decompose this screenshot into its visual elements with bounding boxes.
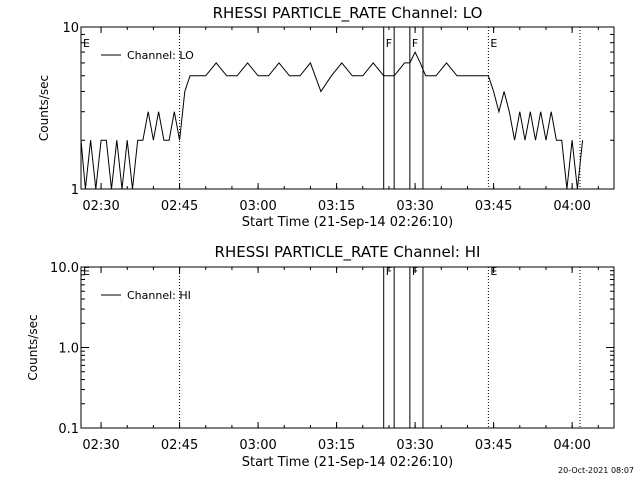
x-tick-label: 02:45: [161, 199, 198, 214]
event-marker-label: E: [83, 37, 90, 50]
y-tick-label: 10.0: [50, 261, 79, 276]
y-axis-label: Counts/sec: [26, 314, 40, 380]
x-tick-label: 03:45: [475, 438, 512, 453]
legend-label: Channel: LO: [127, 49, 194, 62]
y-tick-label: 1: [71, 183, 79, 198]
x-tick-label: 04:00: [553, 438, 590, 453]
series-line: [80, 50, 584, 190]
event-marker-label: E: [490, 265, 497, 278]
y-tick-label: 10: [62, 21, 79, 36]
event-marker-label: F: [386, 37, 392, 50]
chart-title: RHESSI PARTICLE_RATE Channel: LO: [213, 4, 483, 23]
x-tick-label: 02:45: [161, 438, 198, 453]
event-marker-label: E: [490, 37, 497, 50]
x-tick-label: 02:30: [82, 199, 119, 214]
y-axis-label: Counts/sec: [37, 75, 51, 141]
x-axis-label: Start Time (21-Sep-14 02:26:10): [242, 215, 453, 230]
event-marker-label: F: [386, 265, 392, 278]
event-marker-label: F: [412, 265, 418, 278]
x-tick-label: 04:00: [553, 199, 590, 214]
x-tick-label: 03:45: [475, 199, 512, 214]
plot-frame: [80, 26, 615, 190]
y-tick-label: 0.1: [58, 422, 79, 437]
event-marker-label: E: [83, 265, 90, 278]
legend-label: Channel: HI: [127, 289, 191, 302]
x-tick-label: 02:30: [82, 438, 119, 453]
event-marker-label: F: [412, 37, 418, 50]
x-tick-label: 03:15: [318, 438, 355, 453]
footer-timestamp: 20-Oct-2021 08:07: [558, 466, 634, 475]
x-tick-label: 03:15: [318, 199, 355, 214]
y-tick-label: 1.0: [58, 342, 79, 357]
x-tick-label: 03:00: [239, 199, 276, 214]
x-axis-label: Start Time (21-Sep-14 02:26:10): [242, 455, 453, 470]
x-tick-label: 03:30: [396, 438, 433, 453]
x-tick-label: 03:00: [239, 438, 276, 453]
chart-title: RHESSI PARTICLE_RATE Channel: HI: [215, 243, 481, 262]
x-tick-label: 03:30: [396, 199, 433, 214]
